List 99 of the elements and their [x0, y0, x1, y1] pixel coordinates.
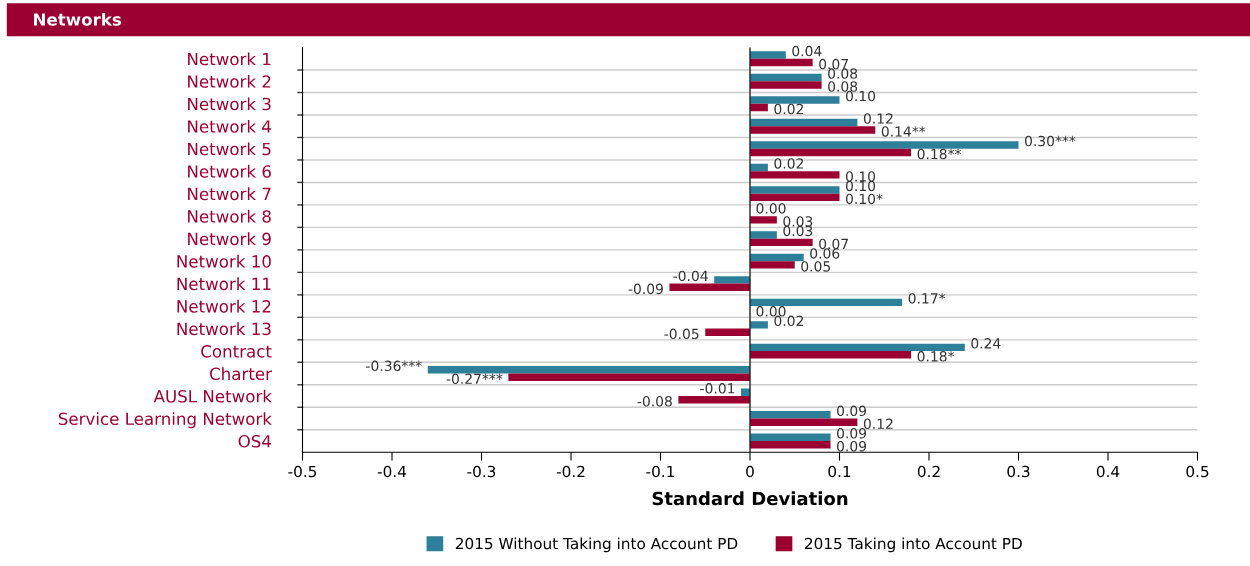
y-tick-label: OS4: [238, 434, 272, 448]
x-tick-label: -0.3: [467, 465, 496, 478]
data-label: 0.07: [819, 238, 848, 250]
data-label: 0.18**: [917, 148, 962, 160]
y-tick-label: Network 12: [177, 299, 271, 313]
bar: [678, 396, 750, 404]
bar: [750, 253, 804, 262]
bar: [714, 276, 750, 284]
bar: [750, 126, 876, 134]
bar: [750, 231, 777, 239]
data-label: 0.10*: [845, 193, 883, 205]
y-tick-label: Network 10: [177, 254, 271, 268]
data-label: -0.08: [637, 396, 672, 407]
text: Networks: [34, 12, 121, 26]
data-label: 0.00: [756, 306, 786, 317]
data-label: 0.02: [774, 315, 803, 327]
data-label: -0.05: [664, 328, 699, 340]
data-label: -0.01: [700, 383, 735, 394]
y-tick-label: Network 8: [188, 209, 271, 223]
x-tick-label: -0.2: [556, 465, 585, 478]
bar: [750, 351, 912, 359]
data-label: 0.17*: [908, 293, 946, 304]
x-tick-label: 0.5: [1186, 465, 1209, 478]
x-axis-title: Standard Deviation: [652, 491, 848, 506]
bar: [750, 193, 840, 202]
data-label: 0.07: [819, 58, 848, 70]
data-label: 0.00: [756, 203, 786, 214]
y-tick-label: Contract: [201, 345, 272, 358]
x-tick-label: -0.5: [288, 465, 317, 478]
data-label: 0.18*: [917, 351, 955, 362]
bar: [750, 148, 912, 157]
y-tick-label: Service Learning Network: [58, 412, 272, 429]
data-label: 0.10: [845, 180, 876, 192]
data-label: -0.04: [673, 270, 708, 282]
data-label: 0.09: [837, 441, 867, 452]
bar: [750, 321, 768, 329]
x-tick-label: 0.4: [1096, 465, 1120, 478]
legend-label: 2015 Without Taking into Account PD: [455, 537, 738, 553]
x-tick-label: -0.4: [377, 465, 407, 478]
bar: [705, 328, 750, 336]
y-tick-label: Network 13: [177, 322, 271, 336]
x-tick-label: -0.1: [646, 465, 674, 478]
bar: [750, 58, 813, 67]
data-label: 0.24: [971, 338, 1001, 349]
bar: [750, 96, 840, 104]
data-label: 0.06: [810, 248, 840, 259]
bar: [750, 418, 858, 426]
y-tick-label: Network 5: [188, 142, 271, 156]
data-label: 0.30***: [1024, 135, 1076, 147]
data-label: -0.36***: [366, 360, 422, 372]
data-label: 0.03: [783, 216, 813, 227]
bar: [750, 81, 822, 89]
data-label: 0.03: [783, 225, 813, 237]
data-label: 0.12: [863, 113, 893, 124]
y-tick-label: Network 4: [188, 119, 272, 133]
data-label: 0.02: [774, 158, 803, 169]
bar: [427, 366, 750, 374]
bar: [750, 118, 858, 127]
data-label: 0.05: [801, 261, 831, 272]
data-label: 0.09: [837, 428, 867, 439]
y-tick-label: Network 7: [188, 187, 271, 201]
bar: [750, 73, 822, 82]
y-tick-label: AUSL Network: [153, 389, 272, 403]
bar: [750, 186, 840, 194]
bar: [750, 343, 965, 352]
data-label: 0.10: [845, 171, 876, 182]
y-tick-label: Network 11: [177, 277, 271, 291]
data-label: 0.09: [837, 405, 867, 417]
bar: [669, 283, 750, 292]
bar: [750, 433, 831, 441]
y-tick-label: Charter: [209, 367, 272, 381]
y-tick-label: Network 6: [188, 164, 271, 178]
y-tick-label: Network 9: [188, 232, 271, 246]
bar: [750, 298, 903, 307]
x-tick-label: 0: [746, 465, 754, 478]
bar: [750, 171, 840, 179]
data-label: 0.04: [792, 45, 822, 57]
x-tick-label: 0.2: [917, 465, 940, 478]
data-label: 0.08: [828, 68, 858, 79]
x-tick-label: 0.1: [828, 465, 851, 478]
bar: [750, 238, 813, 247]
bar: [750, 440, 831, 449]
data-label: 0.14**: [881, 126, 926, 137]
bar: [750, 51, 786, 59]
y-tick-label: Network 2: [188, 74, 271, 88]
bar: [508, 373, 750, 381]
bar: [750, 216, 777, 224]
bar: [750, 411, 831, 419]
data-label: 0.02: [774, 103, 803, 115]
bar: [750, 261, 795, 269]
data-label: -0.09: [628, 283, 663, 295]
data-label: 0.10: [845, 90, 876, 102]
legend-label: 2015 Taking into Account PD: [804, 537, 1022, 553]
x-tick-label: 0.3: [1007, 465, 1030, 478]
y-tick-label: Network 1: [188, 52, 271, 66]
data-label: -0.27***: [446, 373, 503, 385]
y-tick-label: Network 3: [188, 97, 271, 111]
bar: [750, 141, 1019, 149]
data-label: 0.08: [828, 81, 858, 92]
